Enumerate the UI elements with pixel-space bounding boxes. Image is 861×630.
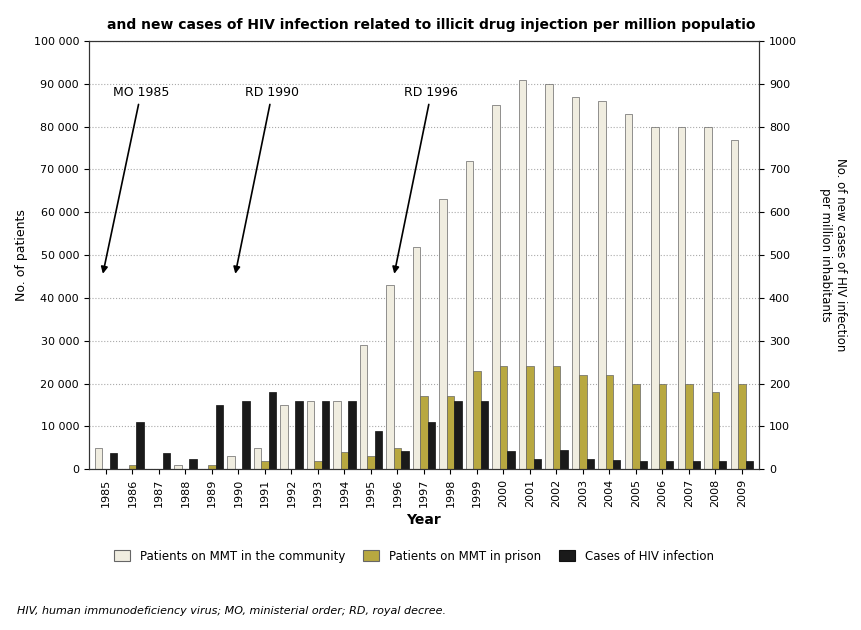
Bar	[269, 392, 276, 469]
Bar	[745, 461, 753, 469]
Bar	[95, 448, 102, 469]
Bar	[439, 200, 446, 469]
Bar	[585, 459, 593, 469]
Bar	[631, 384, 639, 469]
Bar	[427, 422, 435, 469]
Bar	[677, 127, 684, 469]
Legend: Patients on MMT in the community, Patients on MMT in prison, Cases of HIV infect: Patients on MMT in the community, Patien…	[109, 545, 717, 568]
Bar	[711, 392, 718, 469]
Bar	[314, 461, 321, 469]
Bar	[261, 461, 269, 469]
Bar	[525, 367, 533, 469]
Bar	[518, 79, 525, 469]
Bar	[605, 375, 612, 469]
Bar	[703, 127, 711, 469]
Bar	[666, 461, 672, 469]
Bar	[227, 456, 234, 469]
Bar	[650, 127, 658, 469]
Bar	[579, 375, 585, 469]
Bar	[321, 401, 329, 469]
Bar	[253, 448, 261, 469]
Bar	[473, 370, 480, 469]
Bar	[533, 459, 541, 469]
Bar	[465, 161, 473, 469]
X-axis label: Year: Year	[406, 513, 441, 527]
Bar	[215, 405, 223, 469]
Bar	[658, 384, 666, 469]
Bar	[446, 396, 454, 469]
Bar	[189, 459, 196, 469]
Bar	[163, 453, 170, 469]
Bar	[560, 450, 567, 469]
Bar	[612, 460, 620, 469]
Bar	[174, 465, 182, 469]
Bar	[492, 105, 499, 469]
Bar	[208, 465, 215, 469]
Bar	[280, 405, 288, 469]
Bar	[375, 431, 381, 469]
Bar	[691, 461, 699, 469]
Bar	[359, 345, 367, 469]
Bar	[307, 401, 314, 469]
Text: RD 1996: RD 1996	[393, 86, 458, 272]
Bar	[639, 461, 647, 469]
Bar	[684, 384, 691, 469]
Bar	[730, 139, 737, 469]
Bar	[737, 384, 745, 469]
Bar	[386, 285, 393, 469]
Bar	[400, 451, 408, 469]
Bar	[109, 453, 117, 469]
Text: HIV, human immunodeficiency virus; MO, ministerial order; RD, royal decree.: HIV, human immunodeficiency virus; MO, m…	[17, 606, 446, 616]
Bar	[393, 448, 400, 469]
Bar	[333, 401, 340, 469]
Bar	[242, 401, 250, 469]
Text: and new cases of HIV infection related to illicit drug injection per million pop: and new cases of HIV infection related t…	[107, 18, 754, 32]
Bar	[571, 96, 579, 469]
Y-axis label: No. of new cases of HIV infection
per million inhabitants: No. of new cases of HIV infection per mi…	[818, 158, 846, 352]
Bar	[128, 465, 136, 469]
Text: MO 1985: MO 1985	[102, 86, 169, 272]
Bar	[552, 367, 560, 469]
Bar	[545, 84, 552, 469]
Bar	[419, 396, 427, 469]
Bar	[499, 367, 506, 469]
Bar	[340, 452, 348, 469]
Bar	[454, 401, 461, 469]
Bar	[412, 246, 419, 469]
Bar	[294, 401, 302, 469]
Bar	[598, 101, 605, 469]
Bar	[718, 461, 726, 469]
Y-axis label: No. of patients: No. of patients	[15, 209, 28, 301]
Bar	[367, 456, 375, 469]
Bar	[506, 450, 514, 469]
Bar	[136, 422, 144, 469]
Bar	[480, 401, 487, 469]
Text: RD 1990: RD 1990	[234, 86, 299, 272]
Bar	[624, 114, 631, 469]
Bar	[348, 401, 355, 469]
